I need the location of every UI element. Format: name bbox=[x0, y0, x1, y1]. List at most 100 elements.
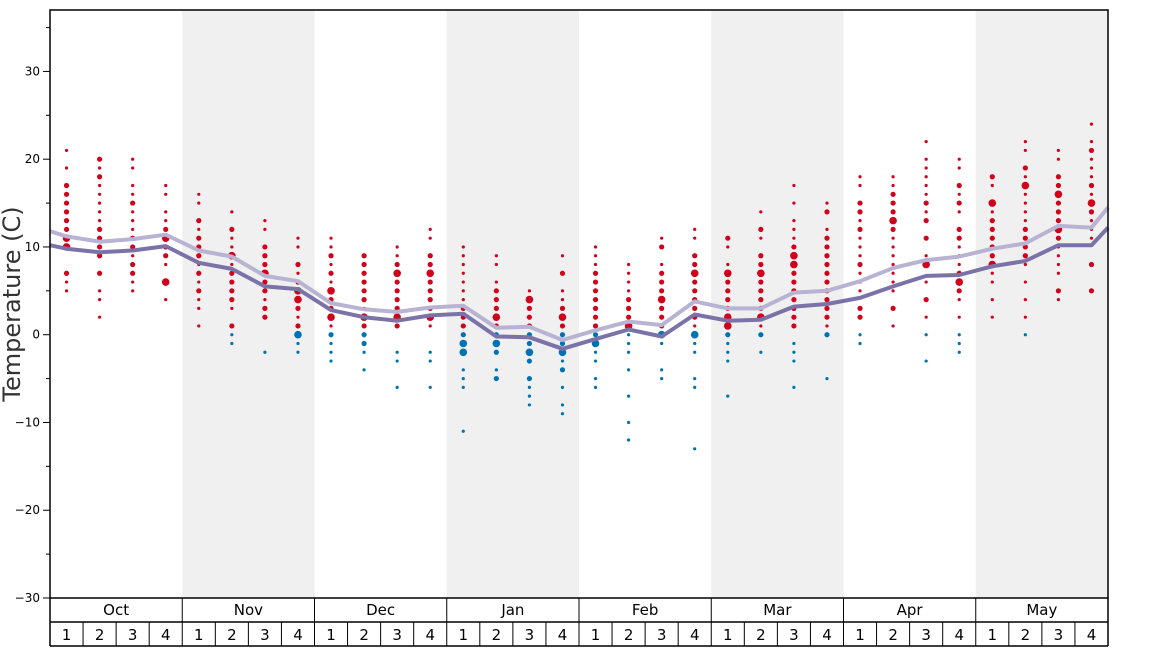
week-label: 2 bbox=[888, 626, 898, 644]
temperature-dot bbox=[461, 368, 465, 372]
temperature-dot bbox=[923, 200, 929, 206]
temperature-dot bbox=[63, 182, 70, 189]
month-label: Dec bbox=[366, 601, 395, 619]
temperature-dot bbox=[164, 192, 168, 196]
temperature-dot bbox=[956, 288, 962, 294]
temperature-dot bbox=[825, 324, 829, 328]
week-label: 1 bbox=[988, 626, 998, 644]
temperature-dot bbox=[957, 315, 961, 319]
temperature-dot bbox=[792, 201, 796, 205]
temperature-dot bbox=[593, 254, 598, 258]
temperature-dot bbox=[957, 298, 961, 302]
temperature-dot bbox=[230, 306, 234, 310]
week-label: 2 bbox=[359, 626, 369, 644]
temperature-dot bbox=[329, 262, 333, 267]
temperature-dot bbox=[427, 261, 433, 268]
temperature-dot bbox=[560, 289, 565, 293]
temperature-dot bbox=[626, 289, 631, 293]
temperature-dot bbox=[824, 209, 830, 215]
temperature-dot bbox=[329, 341, 333, 346]
temperature-dot bbox=[1023, 192, 1027, 196]
temperature-dot bbox=[1056, 271, 1061, 275]
temperature-dot bbox=[692, 288, 698, 294]
temperature-dot bbox=[263, 298, 267, 302]
temperature-dot bbox=[626, 420, 631, 425]
temperature-dot bbox=[230, 210, 234, 214]
month-label: Nov bbox=[234, 601, 263, 619]
temperature-dot bbox=[758, 253, 764, 259]
temperature-dot bbox=[790, 260, 798, 269]
temperature-dot bbox=[857, 314, 863, 320]
temperature-dot bbox=[558, 313, 567, 321]
temperature-dot bbox=[759, 210, 763, 214]
temperature-dot bbox=[858, 236, 862, 240]
temperature-dot bbox=[857, 209, 863, 215]
temperature-dot bbox=[924, 254, 928, 258]
temperature-dot bbox=[97, 210, 102, 214]
temperature-dot bbox=[659, 288, 665, 294]
temperature-dot bbox=[758, 332, 764, 338]
temperature-dot bbox=[626, 271, 631, 275]
temperature-dot bbox=[492, 339, 501, 348]
temperature-dot bbox=[427, 253, 433, 259]
temperature-dot bbox=[1023, 210, 1027, 214]
temperature-dot bbox=[1055, 235, 1062, 241]
temperature-dot bbox=[1055, 209, 1062, 215]
temperature-dot bbox=[791, 270, 797, 276]
temperature-dot bbox=[759, 236, 763, 240]
temperature-dot bbox=[890, 200, 896, 206]
y-tick-label: 0 bbox=[32, 328, 40, 342]
temperature-dot bbox=[296, 341, 300, 346]
temperature-dot bbox=[1022, 244, 1028, 250]
temperature-dot bbox=[97, 298, 102, 302]
temperature-dot bbox=[990, 210, 994, 214]
temperature-dot bbox=[989, 253, 995, 259]
temperature-dot bbox=[96, 253, 103, 259]
week-label: 3 bbox=[921, 626, 931, 644]
temperature-dot bbox=[461, 429, 465, 433]
temperature-dot bbox=[427, 297, 433, 303]
temperature-dot bbox=[726, 245, 730, 249]
temperature-dot bbox=[394, 279, 400, 285]
temperature-dot bbox=[164, 219, 168, 223]
temperature-dot bbox=[690, 269, 699, 278]
temperature-dot bbox=[197, 192, 201, 196]
temperature-dot bbox=[857, 261, 863, 268]
temperature-dot bbox=[164, 210, 168, 214]
temperature-dot bbox=[1089, 140, 1094, 144]
temperature-dot bbox=[857, 226, 863, 233]
week-label: 3 bbox=[1054, 626, 1064, 644]
temperature-dot bbox=[461, 298, 465, 302]
temperature-dot bbox=[626, 333, 631, 337]
temperature-dot bbox=[659, 279, 665, 285]
temperature-dot bbox=[725, 235, 731, 241]
temperature-dot bbox=[197, 306, 201, 310]
temperature-dot bbox=[229, 288, 235, 294]
temperature-dot bbox=[197, 280, 201, 284]
temperature-dot bbox=[395, 254, 399, 258]
temperature-dot bbox=[957, 333, 961, 337]
temperature-dot bbox=[692, 261, 698, 268]
temperature-dot bbox=[659, 305, 665, 311]
temperature-dot bbox=[990, 298, 994, 302]
temperature-dot bbox=[825, 376, 829, 381]
temperature-dot bbox=[329, 350, 333, 354]
temperature-dot bbox=[361, 261, 367, 268]
temperature-dot bbox=[1089, 122, 1094, 126]
temperature-dot bbox=[690, 330, 699, 339]
temperature-dot bbox=[329, 280, 333, 284]
temperature-dot bbox=[990, 280, 994, 284]
temperature-dot bbox=[1088, 288, 1095, 294]
temperature-dot bbox=[957, 166, 961, 170]
temperature-dot bbox=[1022, 235, 1028, 241]
temperature-dot bbox=[626, 438, 631, 442]
temperature-dot bbox=[428, 385, 432, 389]
temperature-dot bbox=[560, 298, 565, 302]
temperature-dot bbox=[1088, 182, 1095, 189]
temperature-dot bbox=[527, 289, 532, 293]
temperature-dot bbox=[526, 375, 533, 382]
temperature-dot bbox=[395, 359, 399, 363]
week-label: 2 bbox=[227, 626, 237, 644]
week-label: 4 bbox=[822, 626, 832, 644]
temperature-dot bbox=[758, 288, 764, 294]
